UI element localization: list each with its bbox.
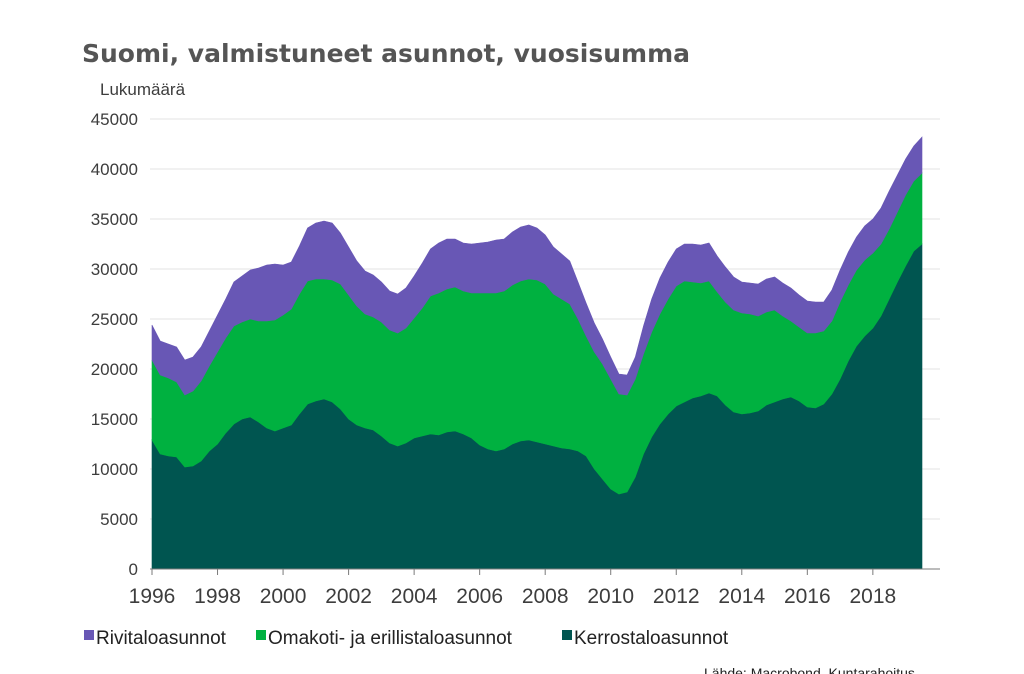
series-areas: [151, 136, 923, 570]
x-tick-label: 2010: [587, 585, 634, 608]
y-tick-label: 45000: [91, 110, 138, 129]
x-tick-label: 2008: [522, 585, 569, 608]
source-note: Lähde: Macrobond, Kuntarahoitus: [704, 665, 915, 674]
legend-swatch-kerrostalo: [562, 630, 572, 640]
y-axis-unit-label: Lukumäärä: [100, 80, 186, 99]
legend-label-rivitalo: Rivitaloasunnot: [96, 628, 227, 649]
legend-swatch-rivitalo: [84, 630, 94, 640]
y-tick-label: 15000: [91, 410, 138, 429]
x-tick-label: 2000: [260, 585, 307, 608]
y-tick-label: 40000: [91, 160, 138, 179]
y-tick-label: 10000: [91, 460, 138, 479]
y-tick-label: 5000: [100, 510, 138, 529]
x-tick-label: 2006: [456, 585, 503, 608]
x-axis-tick-labels: 1996 1998 2000 2002 2004 2006 2008 2010 2012 2014…: [129, 585, 897, 608]
y-axis-tick-labels: 0 5000 10000 15000 20000 25000 30000 35000 40000…: [91, 110, 138, 579]
y-tick-label: 35000: [91, 210, 138, 229]
legend: Rivitaloasunnot Omakoti- ja erillistaloa…: [84, 628, 729, 649]
x-tick-label: 1996: [129, 585, 176, 608]
legend-swatch-omakoti: [256, 630, 266, 640]
x-tick-label: 2014: [718, 585, 765, 608]
x-tick-label: 2016: [784, 585, 831, 608]
x-axis-ticks: [151, 569, 874, 575]
y-tick-label: 30000: [91, 260, 138, 279]
x-tick-label: 2002: [325, 585, 372, 608]
legend-label-kerrostalo: Kerrostaloasunnot: [574, 628, 729, 649]
y-tick-label: 20000: [91, 360, 138, 379]
x-tick-label: 2004: [391, 585, 438, 608]
x-tick-label: 1998: [194, 585, 241, 608]
chart-title: Suomi, valmistuneet asunnot, vuosisumma: [82, 39, 690, 68]
y-tick-label: 25000: [91, 310, 138, 329]
y-tick-label: 0: [129, 560, 138, 579]
x-tick-label: 2012: [653, 585, 700, 608]
legend-label-omakoti: Omakoti- ja erillistaloasunnot: [268, 628, 513, 649]
area-rivitaloasunnot: [151, 136, 923, 396]
x-tick-label: 2018: [849, 585, 896, 608]
